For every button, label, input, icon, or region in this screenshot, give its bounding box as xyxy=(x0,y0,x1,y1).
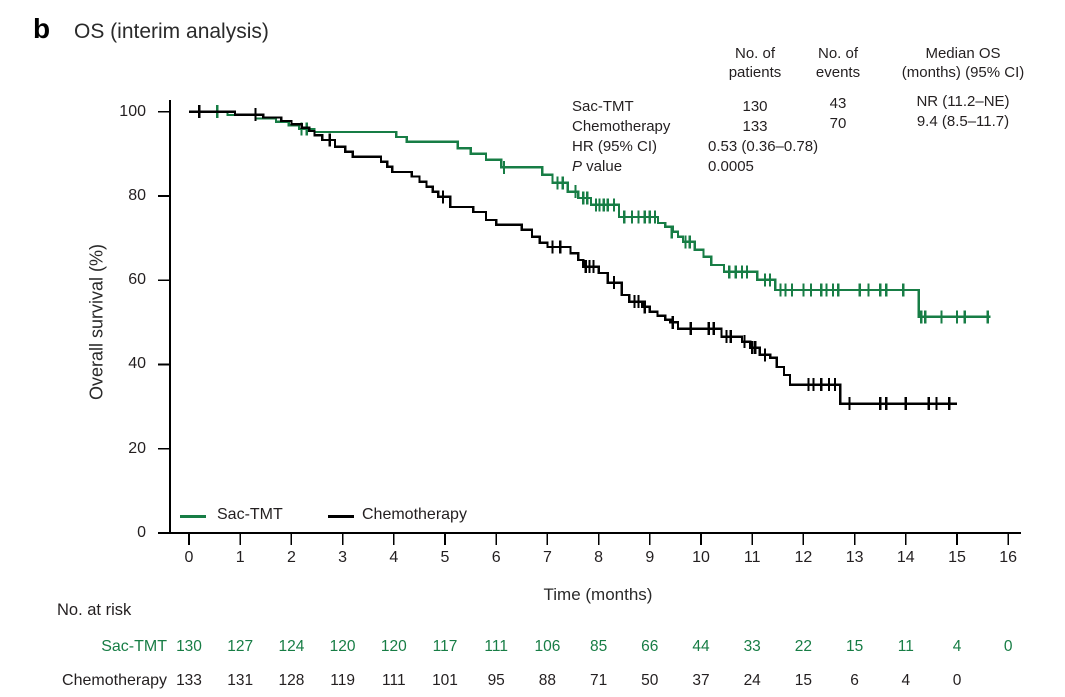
stats-table: No. of patients No. of events Median OS … xyxy=(570,44,1062,184)
at-risk-value: 6 xyxy=(850,672,859,689)
x-tick-label: 4 xyxy=(389,549,399,566)
stats-sac-tmt-patients: 130 xyxy=(742,98,768,115)
at-risk-value: 4 xyxy=(901,672,911,689)
at-risk-value: 119 xyxy=(330,672,355,689)
y-tick-label: 100 xyxy=(119,102,146,120)
legend-swatch-chemotherapy xyxy=(328,515,354,518)
x-tick-label: 7 xyxy=(542,549,552,566)
panel-letter: b xyxy=(33,13,51,44)
stats-chemotherapy-patients: 133 xyxy=(742,118,768,135)
at-risk-value: 15 xyxy=(845,638,864,655)
y-tick-label: 40 xyxy=(128,355,146,373)
at-risk-value: 111 xyxy=(382,672,406,689)
stats-p-value: 0.0005 xyxy=(708,158,754,175)
x-tick-label: 13 xyxy=(845,549,864,566)
x-tick-label: 3 xyxy=(338,549,348,566)
legend-label-chemotherapy: Chemotherapy xyxy=(362,506,467,523)
at-risk-value: 85 xyxy=(589,638,608,655)
at-risk-value: 128 xyxy=(278,672,305,689)
at-risk-value: 24 xyxy=(743,672,761,689)
stats-hr-label: HR (95% CI) xyxy=(572,138,658,155)
y-tick-label: 20 xyxy=(128,439,146,457)
at-risk-row-label-chemotherapy: Chemotherapy xyxy=(62,672,167,689)
at-risk-value: 101 xyxy=(432,672,458,689)
x-tick-label: 11 xyxy=(743,549,761,566)
at-risk-value: 66 xyxy=(641,638,659,655)
x-tick-label: 16 xyxy=(999,549,1018,566)
at-risk-value: 130 xyxy=(176,638,202,655)
x-tick-label: 6 xyxy=(491,549,501,566)
at-risk-value: 117 xyxy=(432,638,458,655)
at-risk-value: 120 xyxy=(329,638,356,655)
legend-swatch-sac-tmt xyxy=(180,515,206,518)
at-risk-value: 33 xyxy=(743,638,761,655)
x-tick-label: 2 xyxy=(286,549,296,566)
at-risk-value: 131 xyxy=(227,672,254,689)
at-risk-row-label-sac-tmt: Sac-TMT xyxy=(101,638,167,655)
y-tick-label: 0 xyxy=(137,524,146,541)
x-tick-label: 8 xyxy=(594,549,604,566)
at-risk-value: 22 xyxy=(794,638,813,655)
x-tick-label: 5 xyxy=(440,549,450,566)
y-axis-title: Overall survival (%) xyxy=(86,243,107,401)
at-risk-value: 37 xyxy=(692,672,710,689)
at-risk-value: 15 xyxy=(794,672,813,689)
legend-label-sac-tmt: Sac-TMT xyxy=(217,506,283,523)
at-risk-value: 0 xyxy=(952,672,962,689)
at-risk-value: 4 xyxy=(952,638,962,655)
at-risk-title: No. at risk xyxy=(57,601,132,619)
at-risk-value: 95 xyxy=(487,672,505,689)
x-tick-label: 15 xyxy=(948,549,966,566)
stats-row-label-sac-tmt: Sac-TMT xyxy=(572,98,634,115)
at-risk-value: 88 xyxy=(538,672,557,689)
stats-chemotherapy-events: 70 xyxy=(829,115,847,132)
stats-row-label-chemotherapy: Chemotherapy xyxy=(572,118,671,135)
x-tick-label: 12 xyxy=(794,549,813,566)
at-risk-value: 124 xyxy=(278,638,305,655)
x-tick-label: 9 xyxy=(645,549,655,566)
at-risk-value: 71 xyxy=(589,672,608,689)
y-tick-label: 80 xyxy=(128,186,146,204)
x-axis-title: Time (months) xyxy=(543,585,653,604)
at-risk-value: 44 xyxy=(692,638,710,655)
stats-header-events: No. of events xyxy=(815,45,861,81)
stats-header-median-os: Median OS (months) (95% CI) xyxy=(901,45,1025,81)
x-tick-label: 0 xyxy=(184,549,194,566)
stats-hr-value: 0.53 (0.36–0.78) xyxy=(708,138,819,155)
stats-sac-tmt-events: 43 xyxy=(829,95,847,112)
stats-sac-tmt-median: NR (11.2–NE) xyxy=(916,93,1010,110)
at-risk-value: 133 xyxy=(176,672,202,689)
at-risk-value: 11 xyxy=(897,638,914,655)
figure-title: OS (interim analysis) xyxy=(74,20,269,43)
x-tick-label: 10 xyxy=(692,549,710,566)
y-tick-label: 60 xyxy=(128,271,146,289)
at-risk-value: 111 xyxy=(484,638,508,655)
stats-p-label: P value xyxy=(572,158,623,175)
at-risk-value: 120 xyxy=(380,638,407,655)
at-risk-value: 106 xyxy=(534,638,561,655)
x-tick-label: 14 xyxy=(896,549,915,566)
x-tick-label: 1 xyxy=(235,549,245,566)
at-risk-value: 50 xyxy=(641,672,659,689)
at-risk-value: 127 xyxy=(227,638,254,655)
at-risk-value: 0 xyxy=(1003,638,1013,655)
stats-header-patients: No. of patients xyxy=(728,45,782,81)
stats-chemotherapy-median: 9.4 (8.5–11.7) xyxy=(916,113,1010,130)
